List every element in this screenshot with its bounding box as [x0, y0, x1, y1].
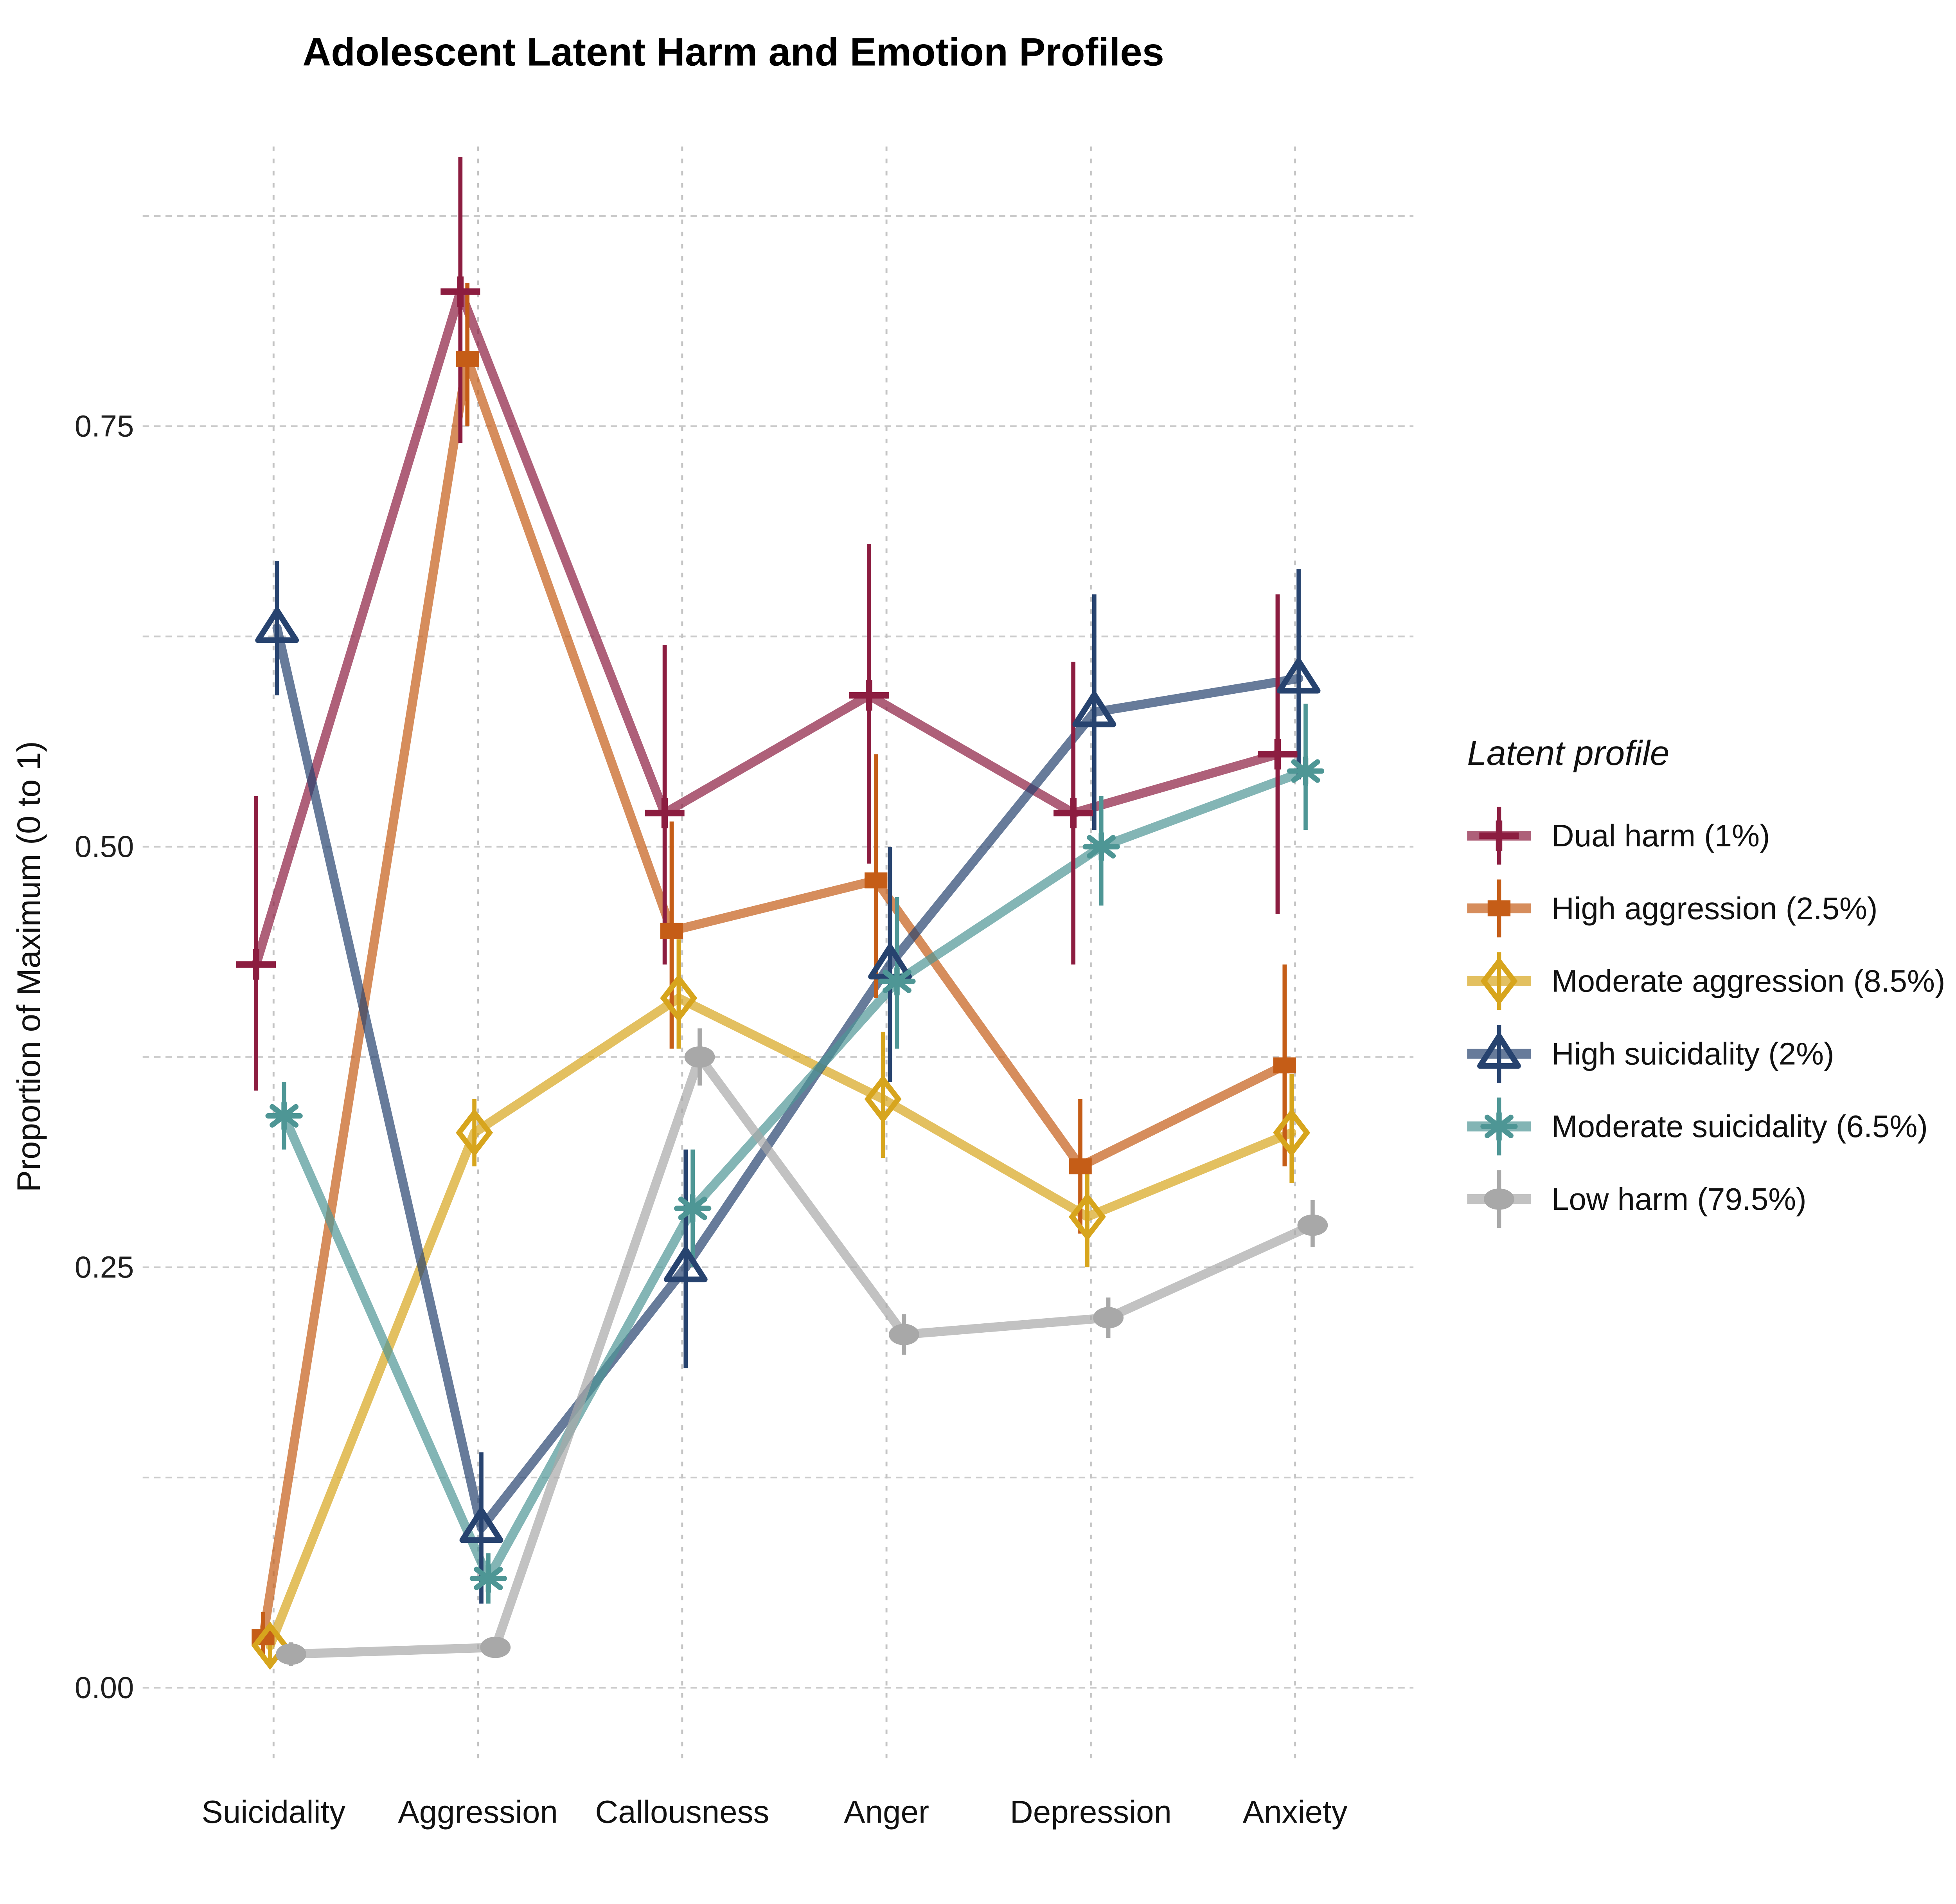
- x-tick-labels: Suicidality Aggression Callousness Anger Dep…: [201, 1794, 1347, 1830]
- legend-item-label: High suicidality (2%): [1551, 1036, 1834, 1071]
- legend-item-label: Moderate aggression (8.5%): [1551, 964, 1945, 999]
- axes: Adolescent Latent Harm and Emotion Profi…: [10, 30, 1348, 1830]
- x-tick-label: Depression: [1010, 1794, 1172, 1830]
- data-point-marker-plus: [1054, 798, 1093, 828]
- profile-line-chart: Adolescent Latent Harm and Emotion Profi…: [10, 30, 1945, 1830]
- data-point-marker-diamond-open: [864, 1075, 902, 1123]
- data-point-marker-diamond-open: [660, 974, 698, 1022]
- legend-item: High aggression (2.5%): [1467, 879, 1878, 938]
- figure: Adolescent Latent Harm and Emotion Profi…: [10, 30, 1945, 1830]
- data-point-marker-asterisk: [878, 965, 916, 997]
- data-point-marker-square: [456, 351, 479, 367]
- x-tick-label: Suicidality: [201, 1794, 345, 1830]
- x-tick-label: Aggression: [398, 1794, 558, 1830]
- data-point-marker-diamond-open: [456, 1109, 493, 1157]
- series-lines: [251, 287, 1318, 1659]
- data-point-marker-plus: [849, 680, 889, 711]
- series-markers: [236, 276, 1328, 1670]
- data-point-marker-triangle-open: [1072, 692, 1116, 727]
- data-point-marker-circle: [684, 1046, 715, 1068]
- data-point-marker-circle: [276, 1643, 306, 1665]
- data-point-marker-circle: [1093, 1307, 1124, 1328]
- data-point-marker-square: [865, 872, 888, 889]
- data-point-marker-asterisk: [1287, 755, 1325, 787]
- series-line: [251, 287, 1282, 969]
- data-point-marker-circle: [1484, 1188, 1514, 1210]
- data-point-marker-plus: [1479, 820, 1519, 851]
- data-point-marker-triangle-open: [1276, 658, 1321, 694]
- data-point-marker-asterisk: [469, 1563, 507, 1594]
- data-point-marker-asterisk: [674, 1193, 712, 1224]
- legend-item: Low harm (79.5%): [1467, 1170, 1807, 1228]
- y-axis-title: Proportion of Maximum (0 to 1): [10, 741, 47, 1192]
- legend-item-label: Dual harm (1%): [1551, 818, 1770, 853]
- data-point-marker-diamond-open: [1480, 957, 1518, 1006]
- y-tick-label: 0.50: [75, 830, 134, 864]
- legend-item: High suicidality (2%): [1467, 1025, 1834, 1083]
- data-point-marker-circle: [1297, 1214, 1328, 1236]
- data-point-marker-plus: [645, 798, 685, 828]
- x-tick-label: Anxiety: [1243, 1794, 1348, 1830]
- series-line: [286, 1052, 1318, 1659]
- data-point-marker-asterisk: [1082, 831, 1120, 862]
- data-point-marker-square: [660, 923, 683, 939]
- data-point-marker-diamond-open: [1068, 1192, 1106, 1241]
- data-point-marker-diamond-open: [1273, 1109, 1311, 1157]
- data-point-marker-asterisk: [265, 1100, 303, 1132]
- error-bars: [254, 157, 1315, 1666]
- x-tick-label: Anger: [844, 1794, 929, 1830]
- data-point-marker-square: [1273, 1057, 1296, 1074]
- data-point-marker-triangle-open: [1477, 1033, 1521, 1069]
- series-line: [258, 354, 1289, 1642]
- data-point-marker-circle: [480, 1636, 511, 1658]
- legend-item: Dual harm (1%): [1467, 806, 1770, 865]
- series-line: [272, 623, 1303, 1533]
- data-point-marker-square: [1069, 1158, 1092, 1175]
- data-point-marker-asterisk: [1480, 1110, 1518, 1142]
- gridlines: [142, 146, 1414, 1758]
- data-point-marker-triangle-open: [255, 608, 299, 643]
- y-tick-label: 0.00: [75, 1671, 134, 1705]
- y-tick-label: 0.25: [75, 1251, 134, 1284]
- data-point-marker-circle: [888, 1324, 919, 1345]
- series-line: [279, 766, 1311, 1583]
- y-tick-label: 0.75: [75, 410, 134, 443]
- x-tick-label: Callousness: [595, 1794, 769, 1830]
- legend-item: Moderate aggression (8.5%): [1467, 952, 1945, 1010]
- legend-item-label: Low harm (79.5%): [1551, 1182, 1807, 1217]
- data-point-marker-square: [1487, 900, 1511, 916]
- data-point-marker-triangle-open: [459, 1507, 503, 1543]
- legend-item-label: High aggression (2.5%): [1551, 891, 1877, 926]
- y-tick-labels: 0.00 0.25 0.50 0.75: [75, 410, 134, 1705]
- data-point-marker-plus: [236, 949, 276, 980]
- data-point-marker-plus: [440, 276, 480, 307]
- legend: Latent profile Dual harm (1%) High aggres…: [1467, 733, 1945, 1228]
- data-point-marker-plus: [1258, 739, 1298, 770]
- legend-item: Moderate suicidality (6.5%): [1467, 1097, 1928, 1155]
- data-point-marker-triangle-open: [663, 1247, 708, 1283]
- data-point-marker-diamond-open: [251, 1621, 289, 1670]
- chart-title: Adolescent Latent Harm and Emotion Profi…: [302, 30, 1164, 74]
- legend-item-label: Moderate suicidality (6.5%): [1551, 1109, 1928, 1144]
- legend-items: Dual harm (1%) High aggression (2.5%) Mode…: [1467, 806, 1945, 1228]
- series-line: [265, 993, 1296, 1650]
- legend-title: Latent profile: [1467, 733, 1669, 772]
